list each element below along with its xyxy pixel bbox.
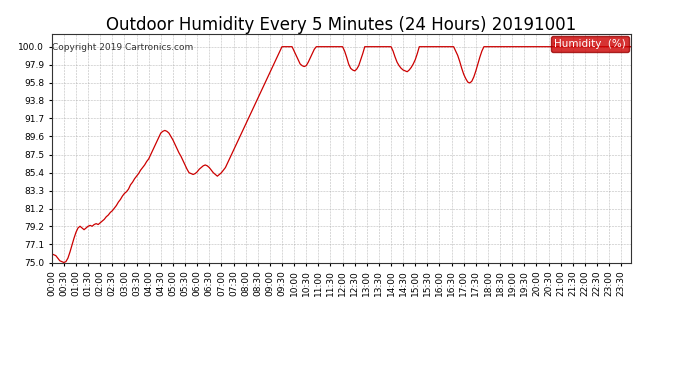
Text: Copyright 2019 Cartronics.com: Copyright 2019 Cartronics.com	[52, 43, 194, 52]
Title: Outdoor Humidity Every 5 Minutes (24 Hours) 20191001: Outdoor Humidity Every 5 Minutes (24 Hou…	[106, 16, 577, 34]
Legend: Humidity  (%): Humidity (%)	[551, 36, 629, 52]
